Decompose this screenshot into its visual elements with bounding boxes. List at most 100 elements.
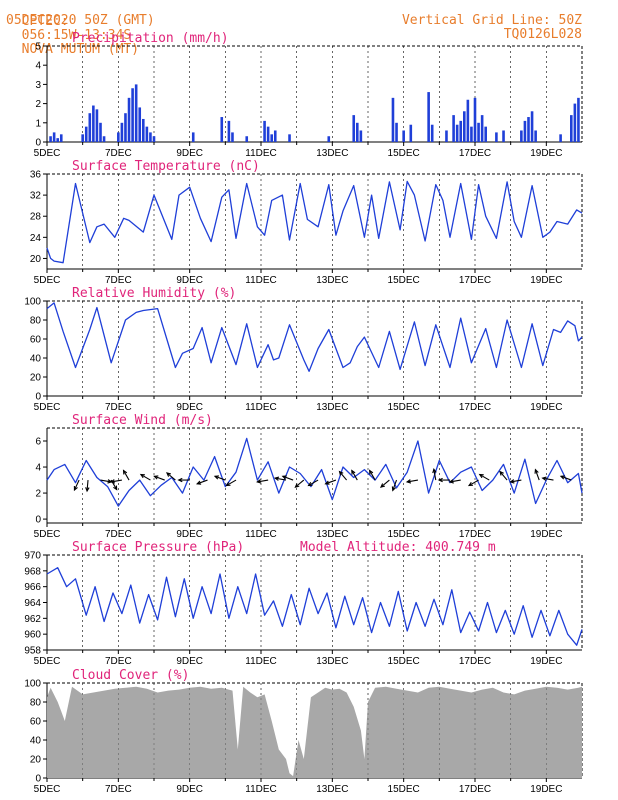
panel-title: Cloud Cover (%) [72, 668, 189, 683]
precip-bar [99, 122, 102, 142]
x-tick-label: 17DEC [459, 656, 491, 667]
precip-bar [359, 130, 363, 142]
y-tick-label: 962 [24, 614, 41, 625]
precip-bar [463, 111, 466, 142]
precip-bar [445, 130, 448, 142]
y-tick-label: 40 [30, 736, 42, 747]
x-tick-label: 7DEC [105, 148, 132, 159]
y-tick-label: 20 [30, 755, 42, 766]
y-tick-label: 5 [35, 42, 41, 53]
precip-bar [327, 136, 331, 142]
y-tick-label: 32 [30, 191, 42, 202]
wind-arrow [307, 479, 319, 487]
x-tick-label: 11DEC [245, 529, 277, 540]
x-tick-label: 9DEC [176, 656, 203, 667]
wind-arrow [437, 477, 451, 483]
x-tick-label: 11DEC [245, 402, 277, 413]
precip-bar [124, 113, 127, 142]
wind-arrow [369, 469, 376, 481]
y-tick-label: 4 [35, 463, 41, 474]
precip-bar [470, 126, 473, 142]
precip-bar [245, 136, 249, 142]
precip-bar [149, 132, 152, 142]
wind-arrow [509, 479, 522, 484]
precip-bar [288, 134, 291, 142]
precip-bar [455, 124, 459, 142]
x-tick-label: 17DEC [459, 784, 491, 795]
y-tick-label: 20 [30, 373, 42, 384]
x-tick-label: 11DEC [245, 784, 277, 795]
precip-bar [263, 120, 266, 142]
x-tick-label: 17DEC [459, 148, 491, 159]
precip-bar [352, 115, 356, 142]
precip-bar [134, 84, 138, 142]
wind-arrow [380, 479, 390, 488]
precip-bar [117, 132, 120, 142]
y-tick-label: 6 [35, 437, 41, 448]
panel-title: Surface Pressure (hPa) [72, 540, 244, 555]
x-tick-label: 15DEC [388, 402, 420, 413]
x-tick-label: 9DEC [176, 275, 203, 286]
y-tick-label: 60 [30, 335, 42, 346]
precip-bar [466, 99, 470, 142]
model-code: TQ0126L028 [503, 27, 582, 42]
y-tick-label: 0 [35, 392, 41, 403]
precip-bar [484, 126, 487, 142]
precip-bar [523, 120, 527, 142]
x-tick-label: 15DEC [388, 784, 420, 795]
x-tick-label: 5DEC [34, 784, 61, 795]
wind-arrow [73, 479, 80, 492]
wind-arrow [153, 475, 165, 481]
x-tick-label: 15DEC [388, 656, 420, 667]
x-tick-label: 11DEC [245, 656, 277, 667]
precip-bar [430, 124, 434, 142]
precip-bar [520, 130, 523, 142]
x-tick-label: 15DEC [388, 148, 420, 159]
y-tick-label: 0 [35, 138, 41, 149]
y-tick-label: 0 [35, 515, 41, 526]
panel-title: Relative Humidity (%) [72, 286, 236, 301]
wind-arrow [281, 475, 294, 481]
wind-arrow [405, 479, 419, 484]
x-tick-label: 7DEC [105, 275, 132, 286]
y-tick-label: 2 [35, 489, 41, 500]
pressure-line [46, 567, 583, 646]
precip-bar [409, 124, 413, 142]
precip-bar [402, 130, 405, 142]
y-tick-label: 958 [24, 646, 41, 657]
precip-bar [459, 120, 463, 142]
y-tick-label: 964 [24, 598, 41, 609]
y-tick-label: 966 [24, 582, 41, 593]
source-label: CPTEC: [21, 14, 69, 29]
wind-arrow [195, 479, 208, 485]
x-tick-label: 19DEC [530, 656, 562, 667]
x-tick-label: 13DEC [316, 656, 348, 667]
precip-bar [59, 134, 63, 142]
precip-bar [427, 92, 430, 142]
wind-arrow [85, 480, 90, 493]
precip-bar [534, 130, 537, 142]
precip-bar [120, 122, 124, 142]
y-tick-label: 28 [30, 212, 42, 223]
precip-bar [452, 115, 455, 142]
y-tick-label: 0 [35, 774, 41, 785]
precip-bar [473, 97, 477, 142]
x-tick-label: 19DEC [530, 402, 562, 413]
precip-bar [573, 103, 577, 142]
wind-arrow [448, 479, 461, 484]
x-tick-label: 9DEC [176, 784, 203, 795]
x-tick-label: 19DEC [530, 529, 562, 540]
x-tick-label: 5DEC [34, 529, 61, 540]
x-tick-label: 13DEC [316, 402, 348, 413]
y-tick-label: 24 [30, 233, 42, 244]
x-tick-label: 7DEC [105, 784, 132, 795]
x-tick-label: 15DEC [388, 275, 420, 286]
x-tick-label: 5DEC [34, 148, 61, 159]
x-tick-label: 13DEC [316, 275, 348, 286]
wind-arrow [391, 479, 398, 492]
y-tick-label: 20 [30, 254, 42, 265]
y-tick-label: 60 [30, 717, 42, 728]
wind-arrow [139, 473, 151, 481]
precip-bar [270, 134, 273, 142]
rh-line [46, 302, 583, 372]
